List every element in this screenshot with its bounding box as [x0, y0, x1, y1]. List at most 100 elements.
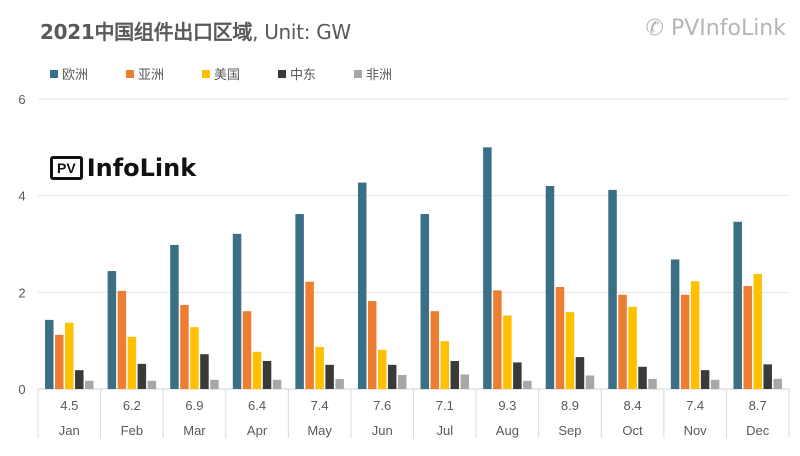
- legend-swatch: [50, 69, 58, 78]
- bar-美国: [628, 306, 637, 389]
- bar-中东: [200, 354, 209, 389]
- x-tick-label: Dec: [746, 423, 770, 438]
- total-label: 7.1: [436, 398, 454, 413]
- bar-非洲: [210, 379, 219, 389]
- total-label: 8.7: [749, 398, 767, 413]
- bar-中东: [387, 364, 397, 389]
- x-tick-label: Oct: [622, 423, 643, 438]
- bar-非洲: [773, 378, 782, 389]
- total-label: 7.4: [686, 398, 704, 413]
- total-label: 8.9: [561, 398, 579, 413]
- bar-亚洲: [430, 311, 440, 389]
- x-tick-label: Feb: [121, 423, 143, 438]
- x-tick-label: Jan: [59, 423, 80, 438]
- wechat-icon: ✆: [645, 16, 664, 41]
- bar-美国: [252, 351, 262, 389]
- bar-非洲: [147, 380, 157, 389]
- bar-欧洲: [232, 233, 242, 389]
- x-tick-label: Jul: [436, 423, 453, 438]
- y-tick-label: 6: [18, 92, 25, 107]
- bar-中东: [75, 370, 84, 389]
- bar-美国: [65, 322, 74, 389]
- x-tick-label: Aug: [496, 423, 519, 438]
- total-label: 6.9: [185, 398, 203, 413]
- bar-非洲: [648, 378, 657, 389]
- x-tick-label: Nov: [684, 423, 708, 438]
- total-label: 7.4: [311, 398, 329, 413]
- bar-非洲: [397, 374, 407, 389]
- bar-欧洲: [733, 221, 742, 389]
- bar-美国: [377, 349, 387, 389]
- bar-非洲: [335, 378, 344, 389]
- bar-亚洲: [180, 304, 189, 389]
- bar-亚洲: [493, 290, 502, 389]
- total-label: 9.3: [498, 398, 516, 413]
- bar-中东: [513, 362, 522, 389]
- bar-中东: [575, 357, 585, 389]
- bar-非洲: [523, 380, 532, 389]
- watermark: ✆ PVInfoLink: [645, 16, 786, 41]
- bar-亚洲: [242, 311, 252, 389]
- x-tick-label: Sep: [558, 423, 581, 438]
- total-label: 4.5: [60, 398, 78, 413]
- infolink-logo: PV InfoLink: [50, 154, 196, 182]
- bar-欧洲: [357, 182, 367, 389]
- bar-非洲: [272, 379, 282, 389]
- chart-title: 2021中国组件出口区域, Unit: GW: [40, 20, 351, 44]
- legend: 欧洲 亚洲 美国 中东 非洲: [50, 64, 430, 83]
- bar-中东: [763, 364, 772, 389]
- bar-美国: [565, 312, 575, 389]
- y-tick-label: 2: [18, 285, 25, 300]
- x-tick-label: May: [307, 423, 332, 438]
- bar-美国: [190, 327, 199, 389]
- legend-label: 非洲: [366, 68, 393, 83]
- legend-label: 美国: [214, 68, 241, 83]
- legend-swatch: [202, 69, 210, 78]
- bar-美国: [690, 281, 700, 389]
- bar-欧洲: [170, 244, 179, 389]
- bar-亚洲: [680, 294, 690, 389]
- x-tick-label: Jun: [372, 423, 393, 438]
- x-tick-label: Mar: [183, 423, 206, 438]
- legend-item: 非洲: [354, 64, 430, 83]
- bar-美国: [503, 315, 512, 389]
- legend-swatch: [354, 69, 362, 78]
- bar-亚洲: [555, 287, 565, 389]
- legend-item: 美国: [202, 64, 278, 83]
- legend-label: 亚洲: [138, 68, 165, 83]
- legend-item: 欧洲: [50, 64, 126, 83]
- y-tick-label: 4: [18, 189, 25, 204]
- bar-美国: [440, 341, 450, 389]
- legend-item: 亚洲: [126, 64, 202, 83]
- bar-中东: [638, 366, 647, 389]
- bar-美国: [753, 273, 762, 389]
- bar-欧洲: [45, 319, 54, 389]
- bar-中东: [262, 360, 272, 389]
- bar-亚洲: [117, 290, 127, 389]
- bar-欧洲: [545, 186, 555, 389]
- bar-欧洲: [420, 214, 430, 389]
- bar-中东: [450, 360, 460, 389]
- bar-亚洲: [367, 301, 377, 389]
- legend-label: 中东: [290, 68, 317, 83]
- bar-中东: [137, 363, 147, 389]
- total-label: 7.6: [373, 398, 391, 413]
- bar-亚洲: [305, 281, 314, 389]
- legend-swatch: [278, 69, 286, 78]
- bar-非洲: [460, 374, 470, 389]
- bar-欧洲: [670, 259, 680, 389]
- bar-亚洲: [55, 334, 64, 389]
- legend-label: 欧洲: [62, 68, 89, 83]
- bar-中东: [325, 364, 334, 389]
- legend-swatch: [126, 69, 134, 78]
- bar-非洲: [85, 380, 94, 389]
- legend-item: 中东: [278, 64, 354, 83]
- bar-亚洲: [743, 286, 752, 389]
- bar-美国: [315, 346, 324, 389]
- bar-亚洲: [618, 294, 627, 389]
- bar-中东: [700, 370, 710, 389]
- total-label: 8.4: [624, 398, 642, 413]
- bar-欧洲: [608, 189, 617, 389]
- total-label: 6.4: [248, 398, 266, 413]
